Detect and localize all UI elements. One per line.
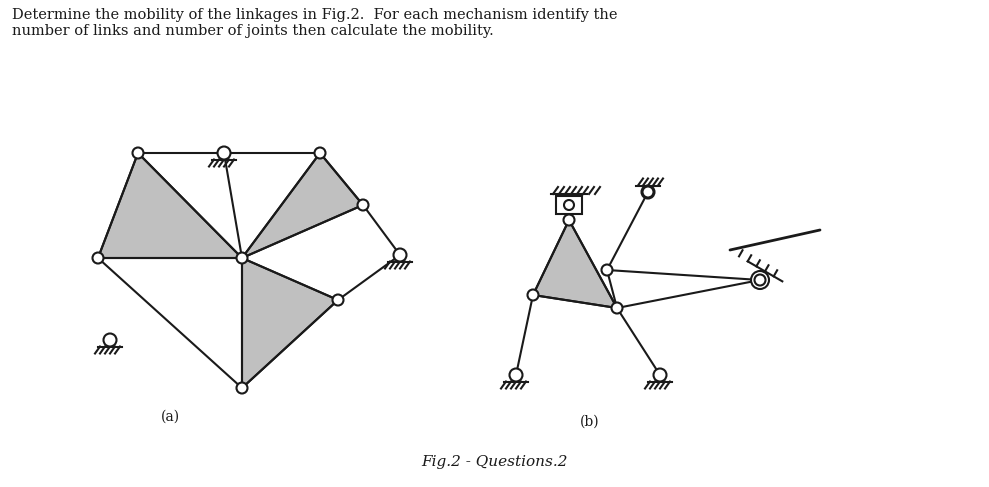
Circle shape [643,187,654,198]
Circle shape [315,148,325,158]
Circle shape [93,252,104,263]
Circle shape [654,369,667,381]
Circle shape [394,248,406,262]
Circle shape [332,295,343,305]
Circle shape [236,252,247,263]
Circle shape [751,271,769,289]
Circle shape [601,264,612,276]
Circle shape [357,200,369,210]
Polygon shape [533,220,617,308]
Circle shape [755,275,765,285]
Circle shape [104,334,117,346]
Circle shape [133,148,143,158]
Circle shape [642,186,655,199]
Text: Fig.2 - Questions.2: Fig.2 - Questions.2 [420,455,568,469]
Circle shape [236,382,247,393]
Circle shape [755,275,765,285]
Circle shape [218,147,230,160]
Circle shape [564,214,575,225]
Polygon shape [242,258,338,388]
Text: (a): (a) [160,410,180,424]
Text: (b): (b) [581,415,599,429]
Polygon shape [98,153,242,258]
Circle shape [564,200,574,210]
Circle shape [611,302,622,314]
Circle shape [509,369,522,381]
Bar [556,196,582,214]
Polygon shape [242,153,363,258]
Circle shape [527,289,538,300]
Text: Determine the mobility of the linkages in Fig.2.  For each mechanism identify th: Determine the mobility of the linkages i… [12,8,617,38]
